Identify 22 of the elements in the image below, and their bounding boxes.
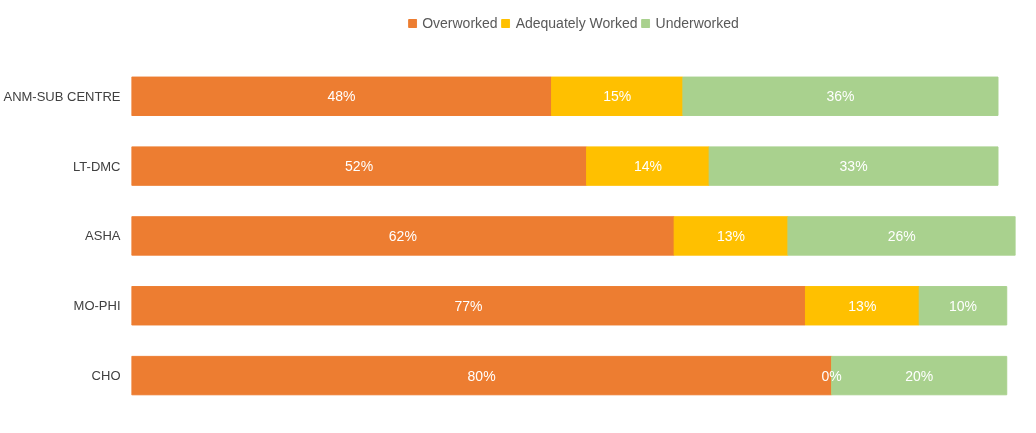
legend-label: Overworked <box>422 15 498 31</box>
y-tick-label: ASHA <box>85 228 121 244</box>
legend-label: Underworked <box>655 15 739 31</box>
data-label: 33% <box>839 158 868 175</box>
data-label: 15% <box>603 88 632 105</box>
data-label: 10% <box>948 297 978 314</box>
data-label: 26% <box>887 227 916 244</box>
y-tick-label: MO-PHI <box>73 298 121 314</box>
y-tick-label: LT-DMC <box>73 158 121 174</box>
data-label: 20% <box>905 367 934 384</box>
legend-label: Adequately Worked <box>515 15 638 31</box>
data-label: 62% <box>388 227 417 244</box>
data-label: 52% <box>345 158 374 175</box>
data-label: 80% <box>467 367 496 384</box>
data-label: 48% <box>327 88 356 105</box>
y-tick-label: ANM-SUB CENTRE <box>3 88 121 104</box>
data-label: 77% <box>454 297 483 314</box>
data-label: 13% <box>848 297 877 314</box>
y-tick-label: CHO <box>91 368 121 384</box>
data-label: 36% <box>826 88 855 105</box>
data-label: 13% <box>717 227 746 244</box>
data-label: 14% <box>633 158 662 175</box>
